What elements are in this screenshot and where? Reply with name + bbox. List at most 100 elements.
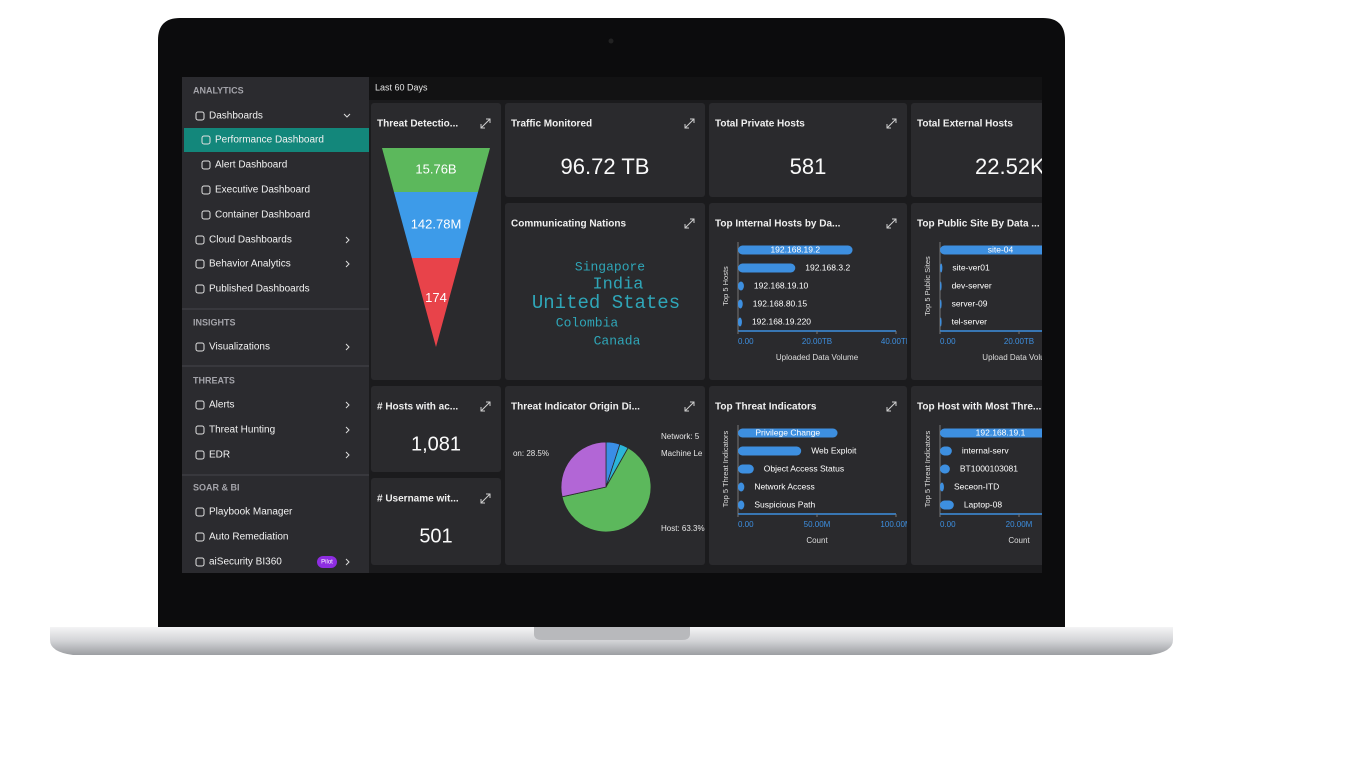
bar-label: site-04 [988,244,1014,254]
nav-icon [201,185,211,195]
nav-icon [195,259,205,269]
card-title: Top Internal Hosts by Da... [715,219,841,230]
nav-item[interactable]: EDR [209,450,230,461]
chevron-right [345,426,350,434]
y-axis-label: Top 5 Public Sites [923,256,932,316]
card: Top Host with Most Thre... 0.00 20.00M Coun… [911,386,1042,565]
nav-icon [195,111,205,121]
bar-label: Web Exploit [811,445,857,455]
bar [738,263,796,273]
nav-icon [195,507,205,517]
nav-item[interactable]: Performance Dashboard [215,135,324,146]
expand-icon[interactable] [480,118,491,129]
bar-label: Suspicious Path [754,499,815,509]
chevron-right [345,260,350,268]
nav-icon [201,135,211,145]
bar [940,299,942,309]
card: Threat Detectio... 15.76B 142.78M 174 [371,103,501,380]
bar-label: 192.168.19.1 [976,427,1026,437]
bar-label: 192.168.80.15 [753,298,808,308]
card-bg [911,103,1042,197]
bar [738,317,742,327]
nav-item[interactable]: Alerts [209,400,235,411]
nav-item[interactable]: Playbook Manager [209,507,293,518]
nav-item[interactable]: Published Dashboards [209,284,310,295]
country-word: United States [532,292,680,314]
bar [940,245,1042,255]
bar [738,299,743,309]
card-title: Threat Indicator Origin Di... [511,402,640,413]
funnel-label: 174 [425,290,447,305]
expand-icon[interactable] [684,118,695,129]
chevron-down [343,113,351,118]
bar [940,500,954,510]
x-axis-label: Upload Data Volume [982,353,1056,362]
nav-item[interactable]: Auto Remediation [209,532,289,543]
funnel-stage [382,148,490,192]
nav-item[interactable]: aiSecurity BI360 [209,557,282,568]
x-tick-label: 0.00 [738,337,754,346]
nav-item[interactable]: Threat Hunting [209,425,275,436]
pie-label: Host: 63.3% [661,524,705,533]
funnel-stage [393,192,479,258]
bar [738,500,745,510]
bar-label: Seceon-ITD [954,481,999,491]
x-tick-label: 20.00M [1006,520,1033,529]
kpi-value: 1,081 [411,433,461,455]
bar [940,317,942,327]
card-bg [371,478,501,565]
card: Total External Hosts 22.52K [911,103,1042,197]
country-word: Canada [594,333,641,348]
nav-item[interactable]: Behavior Analytics [209,259,291,270]
expand-icon[interactable] [886,401,897,412]
nav-item[interactable]: Container Dashboard [215,210,310,221]
nav-item[interactable]: Cloud Dashboards [209,235,292,246]
pie-label: on: 28.5% [513,449,549,458]
x-axis-label: Count [806,536,828,545]
x-tick-label: 0.00 [940,337,956,346]
card-title: Threat Detectio... [377,119,458,130]
nav-icon [201,210,211,220]
nav-icon [195,284,205,294]
bar [940,263,943,273]
bar-label: 192.168.19.2 [770,244,820,254]
kpi-value: 96.72 TB [561,154,650,179]
nav-item[interactable]: Alert Dashboard [215,160,287,171]
x-axis-label: Count [1008,536,1030,545]
expand-icon[interactable] [480,401,491,412]
bar-label: tel-server [952,316,988,326]
expand-icon[interactable] [886,218,897,229]
card-title: Top Public Site By Data ... [917,219,1040,230]
bar [738,464,754,474]
expand-icon[interactable] [684,218,695,229]
sidebar [182,77,369,573]
date-range[interactable]: Last 60 Days [375,82,428,92]
nav-item[interactable]: Visualizations [209,342,270,353]
nav-icon [195,400,205,410]
chevron-right [345,236,350,244]
y-axis-label: Top 5 Threat Indicators [923,430,932,507]
card: Top Public Site By Data ... 0.00 20.00TB Up… [911,203,1056,380]
y-axis-label: Top 5 Hosts [721,266,730,306]
x-tick-label: 40.00TB [881,337,911,346]
bar [940,482,944,492]
card: # Username wit... 501 [371,478,501,565]
card-title: Total Private Hosts [715,119,805,130]
laptop-base [50,627,1173,655]
x-tick-label: 0.00 [940,520,956,529]
screen: Last 60 Days ANALYTICS Dashboards Performa… [182,77,1056,573]
bar-label: dev-server [952,280,992,290]
expand-icon[interactable] [480,493,491,504]
x-tick-label: 50.00M [804,520,831,529]
expand-icon[interactable] [684,401,695,412]
kpi-value: 581 [790,154,827,179]
pie-slice [560,441,607,498]
nav-item[interactable]: Dashboards [209,111,263,122]
bar-label: Laptop-08 [964,499,1003,509]
bar [738,245,853,255]
bar [940,281,942,291]
nav-item[interactable]: Executive Dashboard [215,185,310,196]
card-bg [371,386,501,472]
expand-icon[interactable] [886,118,897,129]
